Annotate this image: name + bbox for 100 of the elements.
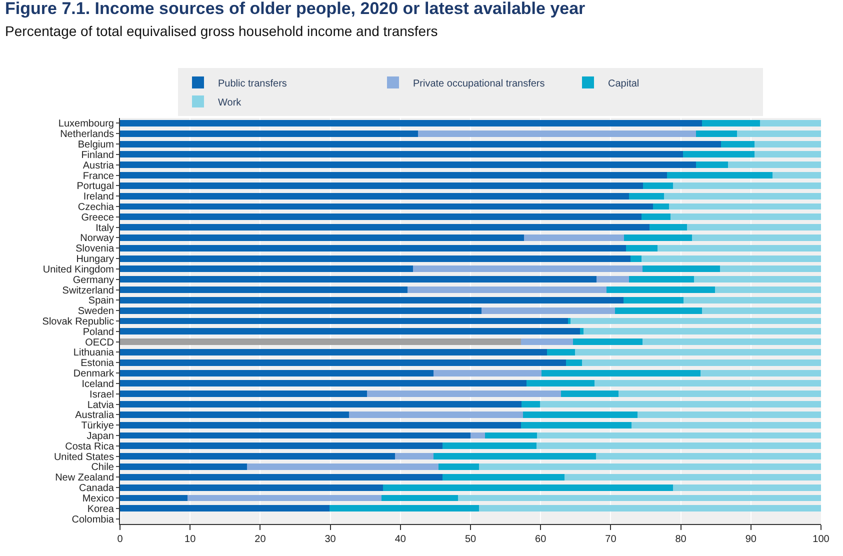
bar — [120, 370, 434, 376]
bar — [413, 266, 642, 272]
bar — [120, 505, 330, 512]
y-tick-label: Austria — [82, 160, 114, 172]
y-tick-label: Japan — [86, 431, 114, 442]
bar — [120, 359, 566, 366]
bar — [666, 172, 773, 178]
y-tick-label: Israel — [90, 389, 114, 400]
y-tick-label: Hungary — [76, 254, 114, 266]
y-tick-label: Mexico — [82, 493, 114, 504]
bar — [720, 140, 754, 148]
bar — [560, 390, 618, 398]
y-tick-label: Portugal — [76, 181, 114, 192]
bar — [187, 494, 382, 502]
y-tick-label: Chile — [91, 462, 114, 474]
y-tick-label: Colombia — [72, 514, 114, 526]
y-tick-label: Latvia — [87, 400, 114, 411]
bar — [574, 349, 821, 356]
chart-title: Figure 7.1. Income sources of older people, 2020 or latest available year — [5, 0, 586, 18]
bar — [120, 338, 521, 346]
bar — [618, 390, 821, 398]
bar — [694, 276, 821, 283]
bar — [433, 453, 596, 460]
x-tick-label: 10 — [184, 534, 196, 545]
bar — [522, 401, 540, 408]
bar — [624, 234, 692, 241]
bar — [485, 432, 538, 439]
bar — [673, 484, 821, 491]
bar — [394, 453, 434, 460]
bar — [696, 130, 737, 137]
legend-label: Capital — [608, 78, 640, 90]
y-tick-label: Netherlands — [60, 129, 114, 140]
bar — [120, 203, 653, 210]
y-tick-label: Iceland — [82, 378, 114, 390]
bar — [754, 140, 821, 148]
y-tick-label: OECD — [85, 337, 114, 348]
bar — [120, 224, 650, 231]
x-tick-label: 100 — [812, 534, 830, 545]
bar — [120, 182, 643, 189]
bar — [120, 494, 188, 502]
bar — [696, 162, 728, 168]
legend-label: Public transfers — [218, 78, 287, 90]
bar — [120, 255, 630, 262]
y-tick-label: Sweden — [78, 306, 114, 318]
bar — [652, 203, 669, 210]
bar — [120, 318, 568, 324]
bar — [670, 214, 821, 220]
y-tick-label: Australia — [75, 410, 114, 422]
bar — [594, 380, 821, 387]
bar — [120, 307, 482, 314]
y-tick-label: Germany — [72, 274, 114, 286]
bar — [642, 214, 670, 220]
bar — [478, 464, 821, 470]
bar — [120, 464, 247, 470]
bar — [564, 474, 821, 480]
bar — [570, 318, 821, 324]
bar — [120, 120, 702, 126]
y-tick-label: Belgium — [78, 140, 114, 151]
bar — [596, 453, 821, 460]
y-tick-label: Switzerland — [62, 285, 114, 296]
y-tick-label: Czechia — [78, 202, 114, 213]
y-tick-label: Poland — [82, 326, 114, 338]
bar — [524, 234, 624, 241]
y-tick-label: Costa Rica — [65, 441, 114, 452]
y-tick-label: Luxembourg — [58, 118, 114, 130]
bar — [349, 411, 524, 418]
bar — [442, 474, 564, 480]
y-tick-label: New Zealand — [55, 472, 114, 484]
x-tick-label: 80 — [675, 534, 687, 545]
bar — [120, 276, 597, 283]
bar — [637, 411, 821, 418]
bar — [381, 494, 458, 502]
bar — [120, 411, 350, 418]
y-tick-label: Finland — [81, 150, 114, 161]
x-tick-label: 70 — [605, 534, 617, 545]
bar — [642, 266, 720, 272]
bar — [120, 244, 626, 252]
bar — [520, 338, 573, 346]
bar — [120, 422, 521, 428]
bar — [583, 328, 821, 335]
y-tick-label: United Kingdom — [42, 264, 114, 276]
bar — [478, 505, 821, 512]
y-tick-label: Lithuania — [73, 348, 114, 359]
bar — [736, 130, 821, 137]
bar — [520, 422, 632, 428]
x-tick-label: 30 — [324, 534, 336, 545]
y-tick-label: Italy — [96, 222, 114, 234]
bar — [687, 224, 821, 231]
y-tick-label: Ireland — [83, 192, 114, 203]
bar — [537, 432, 821, 439]
bar — [582, 359, 821, 366]
bar — [458, 494, 821, 502]
bar — [470, 432, 486, 439]
bar — [120, 349, 547, 356]
bar — [673, 182, 821, 189]
y-tick-label: Canada — [78, 483, 114, 494]
bar — [760, 120, 821, 126]
bar — [546, 349, 575, 356]
bar — [120, 192, 629, 200]
bar — [526, 380, 595, 387]
